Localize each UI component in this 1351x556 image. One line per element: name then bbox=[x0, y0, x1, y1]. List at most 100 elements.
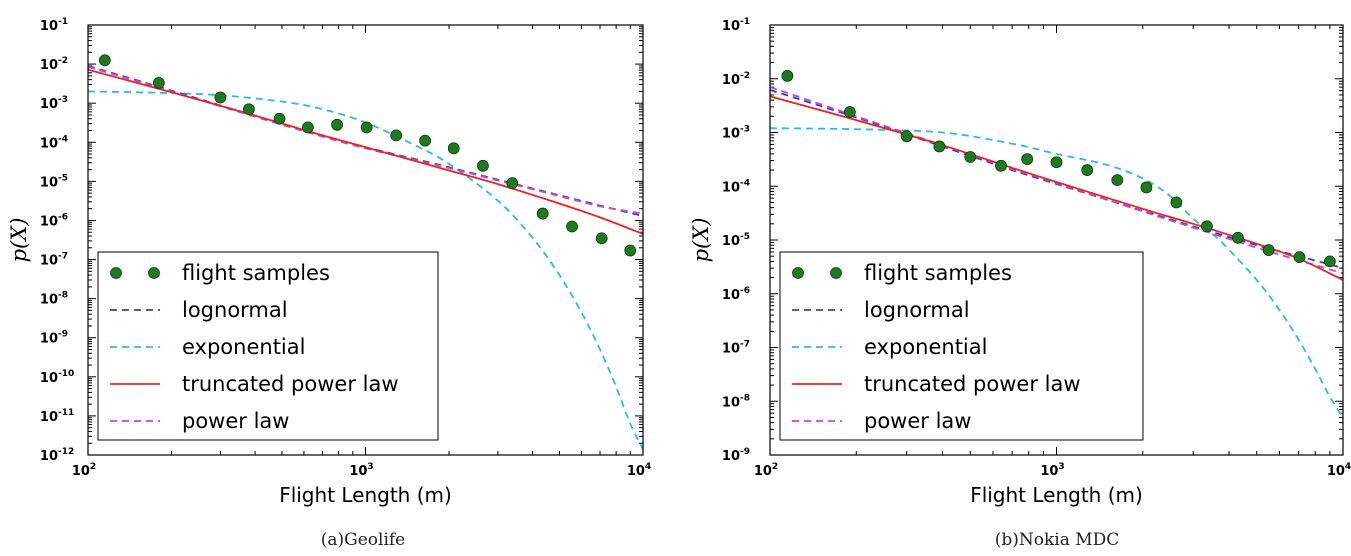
y-tick-exponent: -9 bbox=[740, 447, 750, 457]
data-point bbox=[1232, 231, 1244, 244]
y-tick-exponent: -1 bbox=[740, 17, 750, 27]
legend-marker-dot bbox=[830, 267, 842, 279]
x-tick-label: 103 bbox=[349, 462, 373, 479]
y-tick-base: 10 bbox=[722, 288, 740, 303]
data-point bbox=[1201, 220, 1213, 233]
data-point bbox=[360, 121, 373, 134]
x-tick-label: 104 bbox=[627, 462, 651, 479]
legend-label: truncated power law bbox=[864, 372, 1081, 396]
data-point bbox=[566, 220, 578, 233]
legend-label: power law bbox=[182, 409, 289, 433]
y-tick-label: 10-4 bbox=[722, 178, 750, 195]
data-point bbox=[624, 244, 637, 257]
y-tick-label: 10-6 bbox=[722, 286, 750, 303]
y-tick-label: 10-11 bbox=[40, 408, 74, 425]
legend-label: exponential bbox=[864, 335, 987, 359]
data-point bbox=[595, 232, 608, 245]
y-tick-exponent: -9 bbox=[58, 330, 68, 340]
y-tick-base: 10 bbox=[40, 371, 58, 386]
x-tick-exponent: 2 bbox=[772, 462, 778, 472]
data-point bbox=[1050, 156, 1063, 169]
y-tick-exponent: -6 bbox=[58, 212, 68, 222]
data-point bbox=[843, 106, 856, 118]
y-tick-exponent: -3 bbox=[740, 125, 750, 135]
data-point bbox=[98, 54, 111, 67]
data-point bbox=[419, 134, 432, 147]
y-tick-exponent: -12 bbox=[58, 447, 74, 457]
x-tick-exponent: 3 bbox=[367, 462, 373, 472]
series-flight-samples bbox=[781, 69, 1336, 268]
y-tick-base: 10 bbox=[722, 449, 740, 464]
y-tick-base: 10 bbox=[722, 19, 740, 34]
data-point bbox=[1111, 174, 1124, 187]
y-tick-label: 10-4 bbox=[40, 134, 68, 151]
data-point bbox=[301, 121, 314, 134]
y-axis-title: p(X) bbox=[7, 218, 31, 263]
y-tick-exponent: -7 bbox=[740, 340, 750, 350]
data-point bbox=[152, 77, 165, 89]
y-tick-label: 10-12 bbox=[40, 447, 74, 464]
data-point bbox=[781, 69, 794, 82]
data-point bbox=[214, 91, 227, 104]
legend-label: truncated power law bbox=[182, 372, 399, 396]
y-tick-base: 10 bbox=[40, 449, 58, 464]
data-point bbox=[1323, 255, 1336, 268]
data-point bbox=[995, 159, 1007, 172]
y-tick-label: 10-9 bbox=[40, 330, 68, 347]
legend-label: exponential bbox=[182, 335, 305, 359]
legend: flight samples lognormal exponential trunca… bbox=[779, 251, 1144, 441]
legend-label: lognormal bbox=[182, 298, 288, 322]
y-tick-base: 10 bbox=[722, 73, 740, 88]
x-tick-label: 104 bbox=[1327, 462, 1351, 479]
legend-marker-dot bbox=[148, 267, 160, 279]
y-tick-base: 10 bbox=[40, 214, 58, 229]
data-point bbox=[933, 140, 946, 153]
y-tick-exponent: -10 bbox=[58, 369, 74, 379]
x-tick-exponent: 4 bbox=[645, 462, 651, 472]
x-axis-title: Flight Length (m) bbox=[279, 483, 452, 507]
y-tick-base: 10 bbox=[40, 332, 58, 347]
x-tick-label: 103 bbox=[1040, 462, 1064, 479]
y-tick-base: 10 bbox=[40, 410, 58, 425]
series-line-exponential bbox=[88, 90, 643, 450]
legend-box bbox=[779, 251, 1144, 441]
y-tick-exponent: -2 bbox=[58, 56, 68, 66]
series-line-truncated-power-law bbox=[88, 68, 643, 235]
y-tick-exponent: -4 bbox=[740, 178, 750, 188]
data-point bbox=[1021, 153, 1034, 165]
plot-area bbox=[770, 69, 1343, 418]
data-point bbox=[447, 142, 460, 155]
series-flight-samples bbox=[98, 54, 637, 257]
y-tick-exponent: -5 bbox=[740, 232, 750, 242]
x-axis-title: Flight Length (m) bbox=[970, 483, 1143, 507]
y-tick-base: 10 bbox=[40, 136, 58, 151]
x-tick-base: 10 bbox=[754, 464, 772, 479]
y-tick-exponent: -4 bbox=[58, 134, 68, 144]
y-tick-label: 10-9 bbox=[722, 447, 750, 464]
legend-label: flight samples bbox=[864, 261, 1012, 285]
y-tick-base: 10 bbox=[722, 234, 740, 249]
y-tick-base: 10 bbox=[722, 127, 740, 142]
y-tick-label: 10-1 bbox=[722, 17, 750, 34]
chart-panel-1: 102 103 10410-1210-1110-1010-910-810-710-6… bbox=[7, 17, 651, 550]
series-line-lognormal bbox=[88, 65, 643, 217]
x-tick-exponent: 2 bbox=[90, 462, 96, 472]
y-tick-exponent: -11 bbox=[58, 408, 74, 418]
x-tick-label: 102 bbox=[72, 462, 96, 479]
y-tick-exponent: -2 bbox=[740, 71, 750, 81]
y-tick-label: 10-5 bbox=[722, 232, 750, 249]
x-tick-exponent: 4 bbox=[1345, 462, 1351, 472]
plot-frame bbox=[87, 24, 644, 456]
y-tick-label: 10-3 bbox=[40, 95, 68, 112]
data-point bbox=[242, 103, 255, 116]
x-tick-exponent: 3 bbox=[1058, 462, 1064, 472]
y-tick-label: 10-7 bbox=[722, 340, 750, 357]
data-point bbox=[331, 118, 343, 131]
y-tick-label: 10-5 bbox=[40, 173, 68, 190]
data-point bbox=[273, 112, 286, 125]
y-axis-title: p(X) bbox=[689, 218, 713, 263]
x-tick-base: 10 bbox=[72, 464, 90, 479]
legend: flight samples lognormal exponential trunca… bbox=[97, 251, 439, 441]
x-tick-base: 10 bbox=[1040, 464, 1058, 479]
